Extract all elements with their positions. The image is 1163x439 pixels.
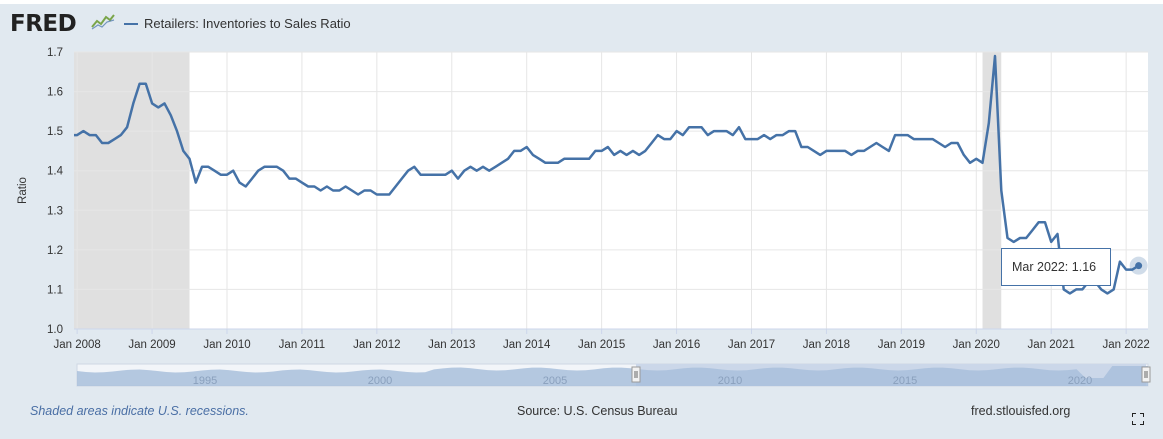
x-tick-label: Jan 2014 bbox=[503, 339, 551, 351]
navigator-year-label: 2020 bbox=[1068, 375, 1092, 387]
recession-band-0 bbox=[74, 52, 190, 329]
x-tick-label: Jan 2022 bbox=[1102, 339, 1149, 351]
x-tick-label: Jan 2009 bbox=[128, 339, 175, 351]
navigator-year-label: 1995 bbox=[193, 375, 217, 387]
navigator-handle-right[interactable] bbox=[1141, 366, 1151, 383]
hover-point bbox=[1135, 262, 1143, 270]
navigator-year-label: 2010 bbox=[718, 375, 742, 387]
x-tick-label: Jan 2017 bbox=[728, 339, 775, 351]
y-tick-label: 1.5 bbox=[47, 126, 63, 138]
x-tick-label: Jan 2020 bbox=[953, 339, 1000, 351]
x-tick-label: Jan 2010 bbox=[203, 339, 250, 351]
x-tick-label: Jan 2019 bbox=[878, 339, 925, 351]
y-axis-label: Ratio bbox=[17, 177, 29, 204]
expand-fullscreen-icon[interactable] bbox=[1131, 412, 1145, 426]
top-divider bbox=[0, 0, 1163, 4]
x-tick-label: Jan 2015 bbox=[578, 339, 625, 351]
recession-note: Shaded areas indicate U.S. recessions. bbox=[30, 404, 249, 418]
navigator-series-area bbox=[77, 366, 1148, 386]
legend-label: Retailers: Inventories to Sales Ratio bbox=[144, 16, 351, 31]
y-tick-label: 1.1 bbox=[47, 284, 63, 296]
x-tick-label: Jan 2013 bbox=[428, 339, 475, 351]
navigator-year-label: 2000 bbox=[368, 375, 392, 387]
trend-line-icon bbox=[90, 12, 116, 35]
navigator-year-label: 2015 bbox=[893, 375, 917, 387]
x-tick-label: Jan 2011 bbox=[279, 339, 325, 351]
x-tick-label: Jan 2021 bbox=[1028, 339, 1075, 351]
y-tick-label: 1.3 bbox=[47, 205, 63, 217]
navigator-year-label: 2005 bbox=[543, 375, 567, 387]
series-line[interactable] bbox=[58, 54, 1140, 295]
navigator-handle-left[interactable] bbox=[631, 366, 641, 383]
tooltip-value: 1.16 bbox=[1071, 260, 1097, 274]
x-tick-label: Jan 2008 bbox=[53, 339, 100, 351]
plot-area bbox=[74, 52, 1148, 329]
tooltip: Mar 2022: 1.16 bbox=[1001, 248, 1111, 286]
series-legend[interactable]: Retailers: Inventories to Sales Ratio bbox=[124, 16, 351, 31]
y-tick-label: 1.4 bbox=[47, 166, 64, 178]
x-tick-label: Jan 2012 bbox=[353, 339, 400, 351]
x-tick-label: Jan 2018 bbox=[803, 339, 850, 351]
fred-logo[interactable]: FRED bbox=[10, 11, 77, 37]
source-text: Source: U.S. Census Bureau bbox=[517, 404, 678, 418]
legend-swatch bbox=[124, 22, 138, 25]
x-tick-label: Jan 2016 bbox=[653, 339, 700, 351]
site-link[interactable]: fred.stlouisfed.org bbox=[971, 404, 1071, 418]
recession-band-1 bbox=[982, 52, 1002, 329]
y-tick-label: 1.6 bbox=[47, 87, 63, 99]
y-tick-label: 1.2 bbox=[47, 245, 63, 257]
y-tick-label: 1.7 bbox=[47, 47, 63, 59]
y-tick-label: 1.0 bbox=[47, 324, 63, 336]
tooltip-label: Mar 2022: bbox=[1012, 260, 1069, 274]
